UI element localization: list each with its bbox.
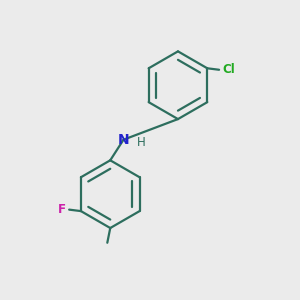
Text: H: H bbox=[137, 136, 146, 149]
Text: N: N bbox=[118, 133, 129, 147]
Text: F: F bbox=[58, 203, 66, 216]
Text: Cl: Cl bbox=[222, 63, 235, 76]
